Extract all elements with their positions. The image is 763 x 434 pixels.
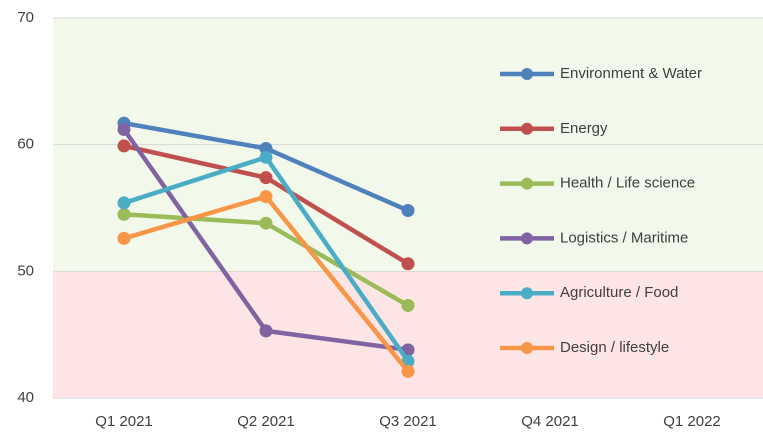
legend-marker <box>521 232 533 245</box>
point <box>117 207 131 221</box>
point <box>401 299 415 313</box>
x-tick-label: Q4 2021 <box>521 413 579 430</box>
y-tick-label: 40 <box>17 389 34 406</box>
legend-label: Design / lifestyle <box>560 339 669 356</box>
x-tick-label: Q2 2021 <box>237 413 295 430</box>
legend-marker <box>521 342 533 354</box>
point <box>117 122 131 136</box>
point <box>259 150 273 164</box>
point <box>401 257 415 271</box>
point <box>259 171 273 185</box>
x-tick-label: Q1 2021 <box>95 413 153 430</box>
point <box>117 196 131 210</box>
y-tick-label: 70 <box>17 9 34 26</box>
x-tick-label: Q1 2022 <box>663 413 721 430</box>
point <box>259 216 273 230</box>
legend-label: Health / Life science <box>560 175 695 192</box>
point <box>401 364 415 378</box>
point <box>259 190 273 204</box>
point <box>117 231 131 245</box>
legend-label: Environment & Water <box>560 65 702 82</box>
legend-label: Logistics / Maritime <box>560 229 688 246</box>
point <box>401 204 415 218</box>
legend-marker <box>521 177 533 190</box>
legend-label: Agriculture / Food <box>560 284 678 301</box>
legend-marker <box>521 122 533 135</box>
y-tick-label: 60 <box>17 136 34 153</box>
legend-marker <box>521 68 533 80</box>
y-tick-label: 50 <box>17 262 34 279</box>
legend-label: Energy <box>560 120 608 137</box>
point <box>259 324 273 338</box>
legend-marker <box>521 287 533 300</box>
point <box>117 139 131 153</box>
x-tick-label: Q3 2021 <box>379 413 437 430</box>
